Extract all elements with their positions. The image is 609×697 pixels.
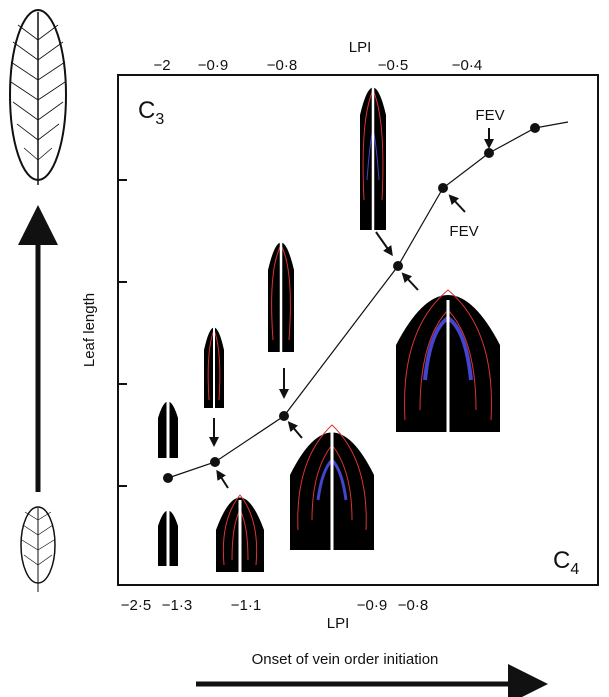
tick-label: −1·3 — [162, 597, 192, 614]
leaf-icons — [9, 9, 67, 592]
bottom-axis-title: LPI — [327, 615, 350, 632]
tick-label: −0·4 — [452, 57, 482, 74]
letter: C — [138, 97, 155, 124]
tick-label: −2 — [153, 57, 170, 74]
top-axis-title: LPI — [349, 39, 372, 56]
tick-label: −0·9 — [198, 57, 228, 74]
curve-points — [163, 123, 540, 483]
c3-label: C3 — [138, 97, 164, 128]
tick-label: −0·8 — [267, 57, 297, 74]
subscript: 4 — [570, 561, 579, 578]
subscript: 3 — [155, 111, 164, 128]
leaf-diagrams — [158, 85, 500, 572]
tick-label: −1·1 — [231, 597, 261, 614]
y-axis-title: Leaf length — [81, 293, 98, 367]
y-ticks — [118, 179, 127, 487]
tick-label: −2·5 — [121, 597, 151, 614]
tick-label: −0·5 — [378, 57, 408, 74]
tick-label: −0·8 — [398, 597, 428, 614]
letter: C — [553, 547, 570, 574]
tick-label: −0·9 — [357, 597, 387, 614]
c4-label: C4 — [553, 547, 579, 578]
curve — [167, 121, 569, 479]
bottom-ticks: −2·5 −1·3 −1·1 −0·9 −0·8 — [121, 597, 428, 614]
caption: Onset of vein order initiation — [252, 651, 439, 668]
pointer-arrows — [209, 128, 494, 489]
fev-label: FEV — [449, 223, 478, 240]
plot-frame — [117, 74, 599, 586]
fev-label: FEV — [475, 107, 504, 124]
top-ticks: −2 −0·9 −0·8 −0·5 −0·4 — [153, 57, 482, 74]
